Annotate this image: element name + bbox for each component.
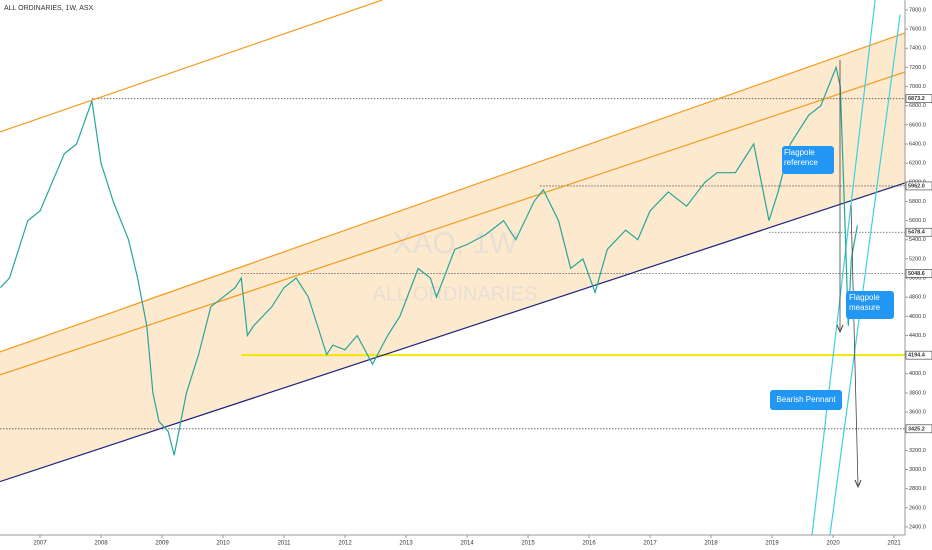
x-tick-label: 2013: [399, 541, 413, 547]
level-label-bg: [905, 350, 932, 360]
annotation: Flagpole reference: [784, 148, 818, 167]
level-label-bg: [905, 227, 932, 237]
y-tick-label: 5200.0: [909, 256, 926, 262]
y-tick-label: 7000.0: [909, 84, 926, 90]
callout: [782, 146, 834, 174]
y-tick-label: 5600.0: [909, 218, 926, 224]
price-line: [0, 65, 858, 456]
arrow: [850, 204, 859, 486]
level-label-bg: [905, 94, 932, 103]
annotation: Flagpole measure: [849, 293, 881, 312]
y-tick-label: 7800.0: [909, 7, 926, 13]
arrow-head: [854, 479, 862, 489]
y-tick-label: 2600.0: [909, 505, 926, 511]
y-tick-label: 2400.0: [909, 524, 926, 530]
y-tick-label: 2800.0: [909, 486, 926, 492]
level-label-bg: [905, 269, 932, 278]
callout-text: Flagpole measure: [849, 293, 881, 312]
y-tick-label: 7200.0: [909, 65, 926, 71]
y-tick-label: 5000.0: [909, 275, 926, 281]
y-tick-label: 4600.0: [909, 314, 926, 320]
trendline: [0, 71, 906, 376]
level-label: 6873.2: [908, 96, 925, 102]
trendline: [811, 0, 876, 536]
y-tick-label: 6200.0: [909, 161, 926, 167]
trendline: [0, 32, 906, 353]
drawings: Flagpole reference Flagpole measure Bear…: [770, 60, 894, 489]
x-tick-label: 2008: [94, 541, 108, 547]
callout-text: Flagpole reference: [784, 148, 818, 167]
y-tick-label: 5800.0: [909, 199, 926, 205]
watermark: XAO, 1W: [392, 227, 518, 260]
y-tick-label: 4000.0: [909, 371, 926, 377]
trendline: [0, 0, 383, 133]
y-tick-label: 3000.0: [909, 467, 926, 473]
x-tick-label: 2007: [33, 541, 47, 547]
y-tick-label: 3200.0: [909, 448, 926, 454]
x-tick-label: 2018: [704, 541, 718, 547]
trendline: [829, 14, 901, 536]
y-tick-label: 7600.0: [909, 27, 926, 33]
x-tick-label: 2017: [643, 541, 657, 547]
annotation: Bearish Pennant: [776, 395, 836, 404]
level-label: 5962.0: [908, 183, 925, 189]
plot: [0, 0, 906, 536]
level-label-bg: [905, 181, 932, 191]
watermark: ALL ORDINARIES: [373, 283, 538, 305]
x-tick-label: 2019: [765, 541, 779, 547]
callout: [846, 291, 894, 319]
level-label: 4194.4: [908, 353, 926, 359]
y-tick-label: 6600.0: [909, 122, 926, 128]
x-tick-label: 2021: [887, 541, 901, 547]
x-tick-label: 2015: [521, 541, 535, 547]
y-tick-label: 5400.0: [909, 237, 926, 243]
x-tick-label: 2012: [338, 541, 352, 547]
x-tick-label: 2011: [278, 541, 292, 547]
arrow-head: [836, 324, 844, 334]
y-tick-label: 6400.0: [909, 141, 926, 147]
chart-title: ALL ORDINARIES, 1W, ASX: [4, 5, 94, 12]
y-tick-label: 3800.0: [909, 390, 926, 396]
x-tick-label: 2010: [216, 541, 230, 547]
under-layer: [0, 32, 905, 482]
y-tick-label: 3600.0: [909, 410, 926, 416]
y-tick-label: 4400.0: [909, 333, 926, 339]
trendline: [0, 182, 906, 483]
y-tick-label: 7400.0: [909, 46, 926, 52]
y-tick-label: 6800.0: [909, 103, 926, 109]
x-axis-bg: [0, 535, 932, 550]
level-label: 3425.2: [908, 426, 925, 432]
level-label-bg: [905, 424, 932, 434]
x-tick-label: 2016: [582, 541, 596, 547]
y-tick-label: 4800.0: [909, 295, 926, 301]
x-tick-label: 2020: [826, 541, 840, 547]
x-tick-label: 2014: [460, 541, 474, 547]
level-label: 5048.6: [908, 271, 925, 277]
x-tick-label: 2009: [155, 541, 169, 547]
callout: [770, 390, 842, 410]
channel: [0, 32, 905, 482]
level-label: 5478.4: [908, 230, 926, 236]
